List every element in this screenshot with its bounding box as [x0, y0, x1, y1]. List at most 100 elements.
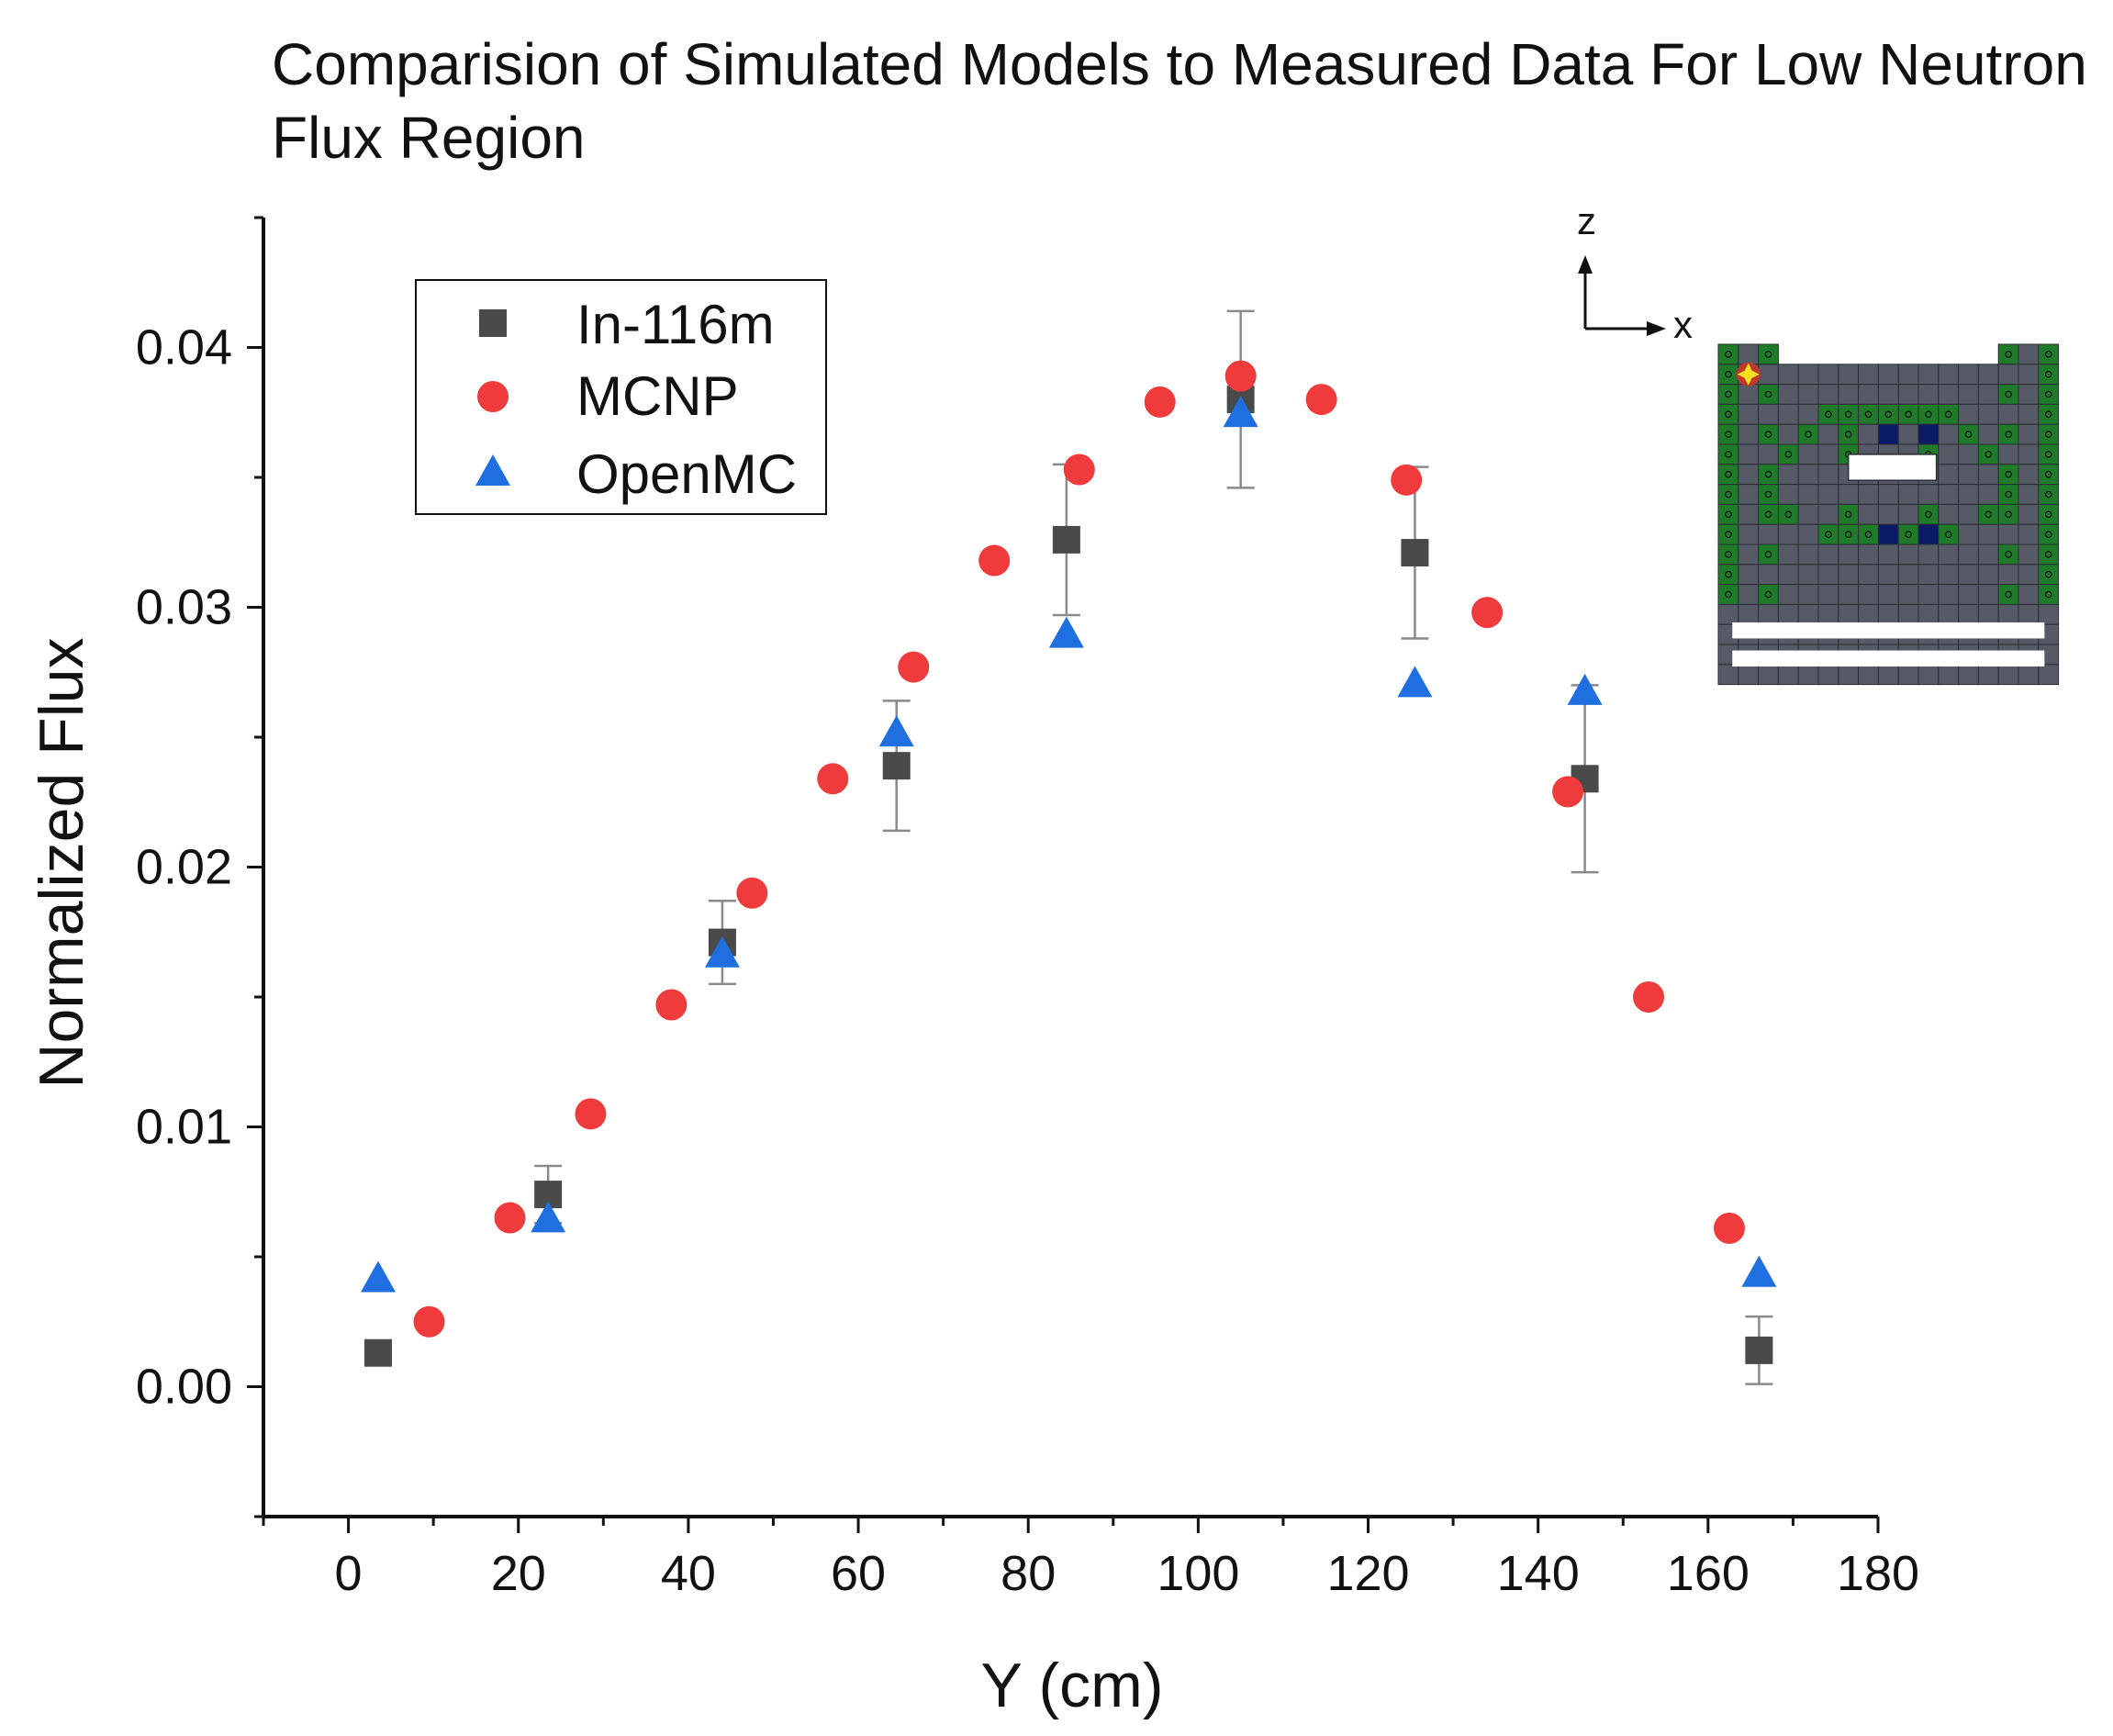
core-cell: [1717, 564, 1739, 586]
reactor-core-grid: [1717, 343, 2060, 686]
core-cell: [1958, 603, 1979, 625]
core-cell: [1858, 484, 1879, 505]
core-cell: [1717, 343, 1739, 365]
core-cell: [1717, 464, 1739, 486]
core-cell: [1877, 484, 1899, 505]
core-cell: [1917, 423, 1940, 445]
core-cell: [1977, 664, 1999, 686]
core-cell: [1817, 423, 1839, 445]
core-cell: [1997, 484, 2019, 505]
core-cell: [1977, 403, 1999, 425]
core-cell: [1817, 543, 1839, 566]
fuel-pin: [1764, 351, 1772, 358]
core-cell: [1758, 523, 1779, 545]
core-cell: [1738, 664, 1760, 686]
core-cell: [1997, 384, 2019, 405]
fuel-pin: [1864, 531, 1873, 538]
core-cell: [2038, 423, 2060, 445]
core-cell: [1897, 603, 1919, 625]
core-cell: [1717, 403, 1739, 425]
core-cell: [1938, 503, 1960, 525]
arrow-up-icon: [1578, 255, 1593, 274]
core-cell: [1777, 664, 1799, 686]
core-cell: [1797, 403, 1819, 425]
core-cell: [1877, 523, 1899, 545]
point-mcnp: [1471, 597, 1504, 629]
point-in116m: [1401, 539, 1429, 567]
core-cell: [1858, 503, 1879, 525]
y-tick-label: 0.03: [136, 580, 232, 635]
y-tick-label: 0.04: [136, 320, 232, 375]
fuel-pin: [1764, 431, 1772, 438]
core-cell: [1877, 564, 1899, 586]
core-cell: [1897, 364, 1919, 386]
core-cell: [1758, 503, 1779, 525]
core-cell: [1797, 543, 1819, 566]
core-cell: [1738, 584, 1760, 605]
legend-marker-in116m: [479, 309, 507, 337]
core-cell: [1817, 503, 1839, 525]
core-cell: [1797, 364, 1819, 386]
fuel-pin: [1984, 510, 1993, 519]
core-cell: [1817, 584, 1839, 605]
core-cell: [1838, 664, 1860, 686]
core-cell: [1777, 564, 1799, 586]
core-cell: [1738, 564, 1760, 586]
core-cell: [1817, 664, 1839, 686]
core-cell: [1838, 543, 1860, 566]
fuel-pin: [2005, 351, 2012, 358]
x-tick-label: 20: [491, 1546, 546, 1601]
core-cell: [1777, 423, 1799, 445]
core-cell: [1938, 484, 1960, 505]
core-cell: [1717, 364, 1739, 386]
core-cell: [1817, 603, 1839, 625]
fuel-pin: [1984, 451, 1993, 458]
fuel-pin: [1725, 351, 1732, 358]
core-cell: [1838, 523, 1860, 545]
core-cell: [1797, 664, 1819, 686]
fuel-pin: [1905, 410, 1912, 419]
core-cell: [1977, 484, 1999, 505]
core-cell: [2018, 484, 2040, 505]
y-tick-label: 0.00: [136, 1360, 232, 1415]
fuel-pin: [2044, 390, 2052, 398]
x-tick-label: 80: [1001, 1546, 1056, 1601]
ticks: [247, 216, 1880, 1533]
core-cell: [2018, 584, 2040, 605]
point-openmc: [1567, 673, 1603, 705]
core-cell: [1938, 464, 1960, 486]
core-cell: [1997, 403, 2019, 425]
core-cell: [1977, 364, 1999, 386]
fuel-pin: [1844, 410, 1852, 419]
core-cell: [1938, 423, 1960, 445]
core-cell: [1858, 584, 1879, 605]
core-cell: [1777, 464, 1799, 486]
core-cell: [1877, 503, 1899, 525]
core-cell: [1738, 423, 1760, 445]
inset-slot-lower-2: [1732, 650, 2045, 666]
core-cell: [1758, 464, 1779, 486]
fuel-pin: [2005, 470, 2012, 478]
core-cell: [1897, 664, 1919, 686]
core-cell: [1838, 584, 1860, 605]
fuel-pin: [2005, 510, 2012, 519]
core-cell: [1897, 423, 1919, 445]
core-cell: [1758, 543, 1779, 566]
core-cell: [1958, 443, 1979, 465]
point-mcnp: [1305, 384, 1337, 416]
point-mcnp: [575, 1098, 607, 1130]
core-cell: [1817, 464, 1839, 486]
core-cell: [1977, 603, 1999, 625]
core-cell: [1758, 343, 1779, 365]
fuel-pin: [1825, 410, 1832, 419]
core-cell: [1958, 543, 1979, 566]
core-cell: [1877, 364, 1899, 386]
fuel-pin: [1864, 410, 1873, 419]
core-cell: [1977, 384, 1999, 405]
fuel-pin: [1725, 551, 1732, 558]
core-cell: [1777, 523, 1799, 545]
star-icon: [1737, 363, 1760, 386]
core-cell: [1797, 603, 1819, 625]
core-cell: [1938, 384, 1960, 405]
fuel-pin: [1725, 510, 1732, 519]
